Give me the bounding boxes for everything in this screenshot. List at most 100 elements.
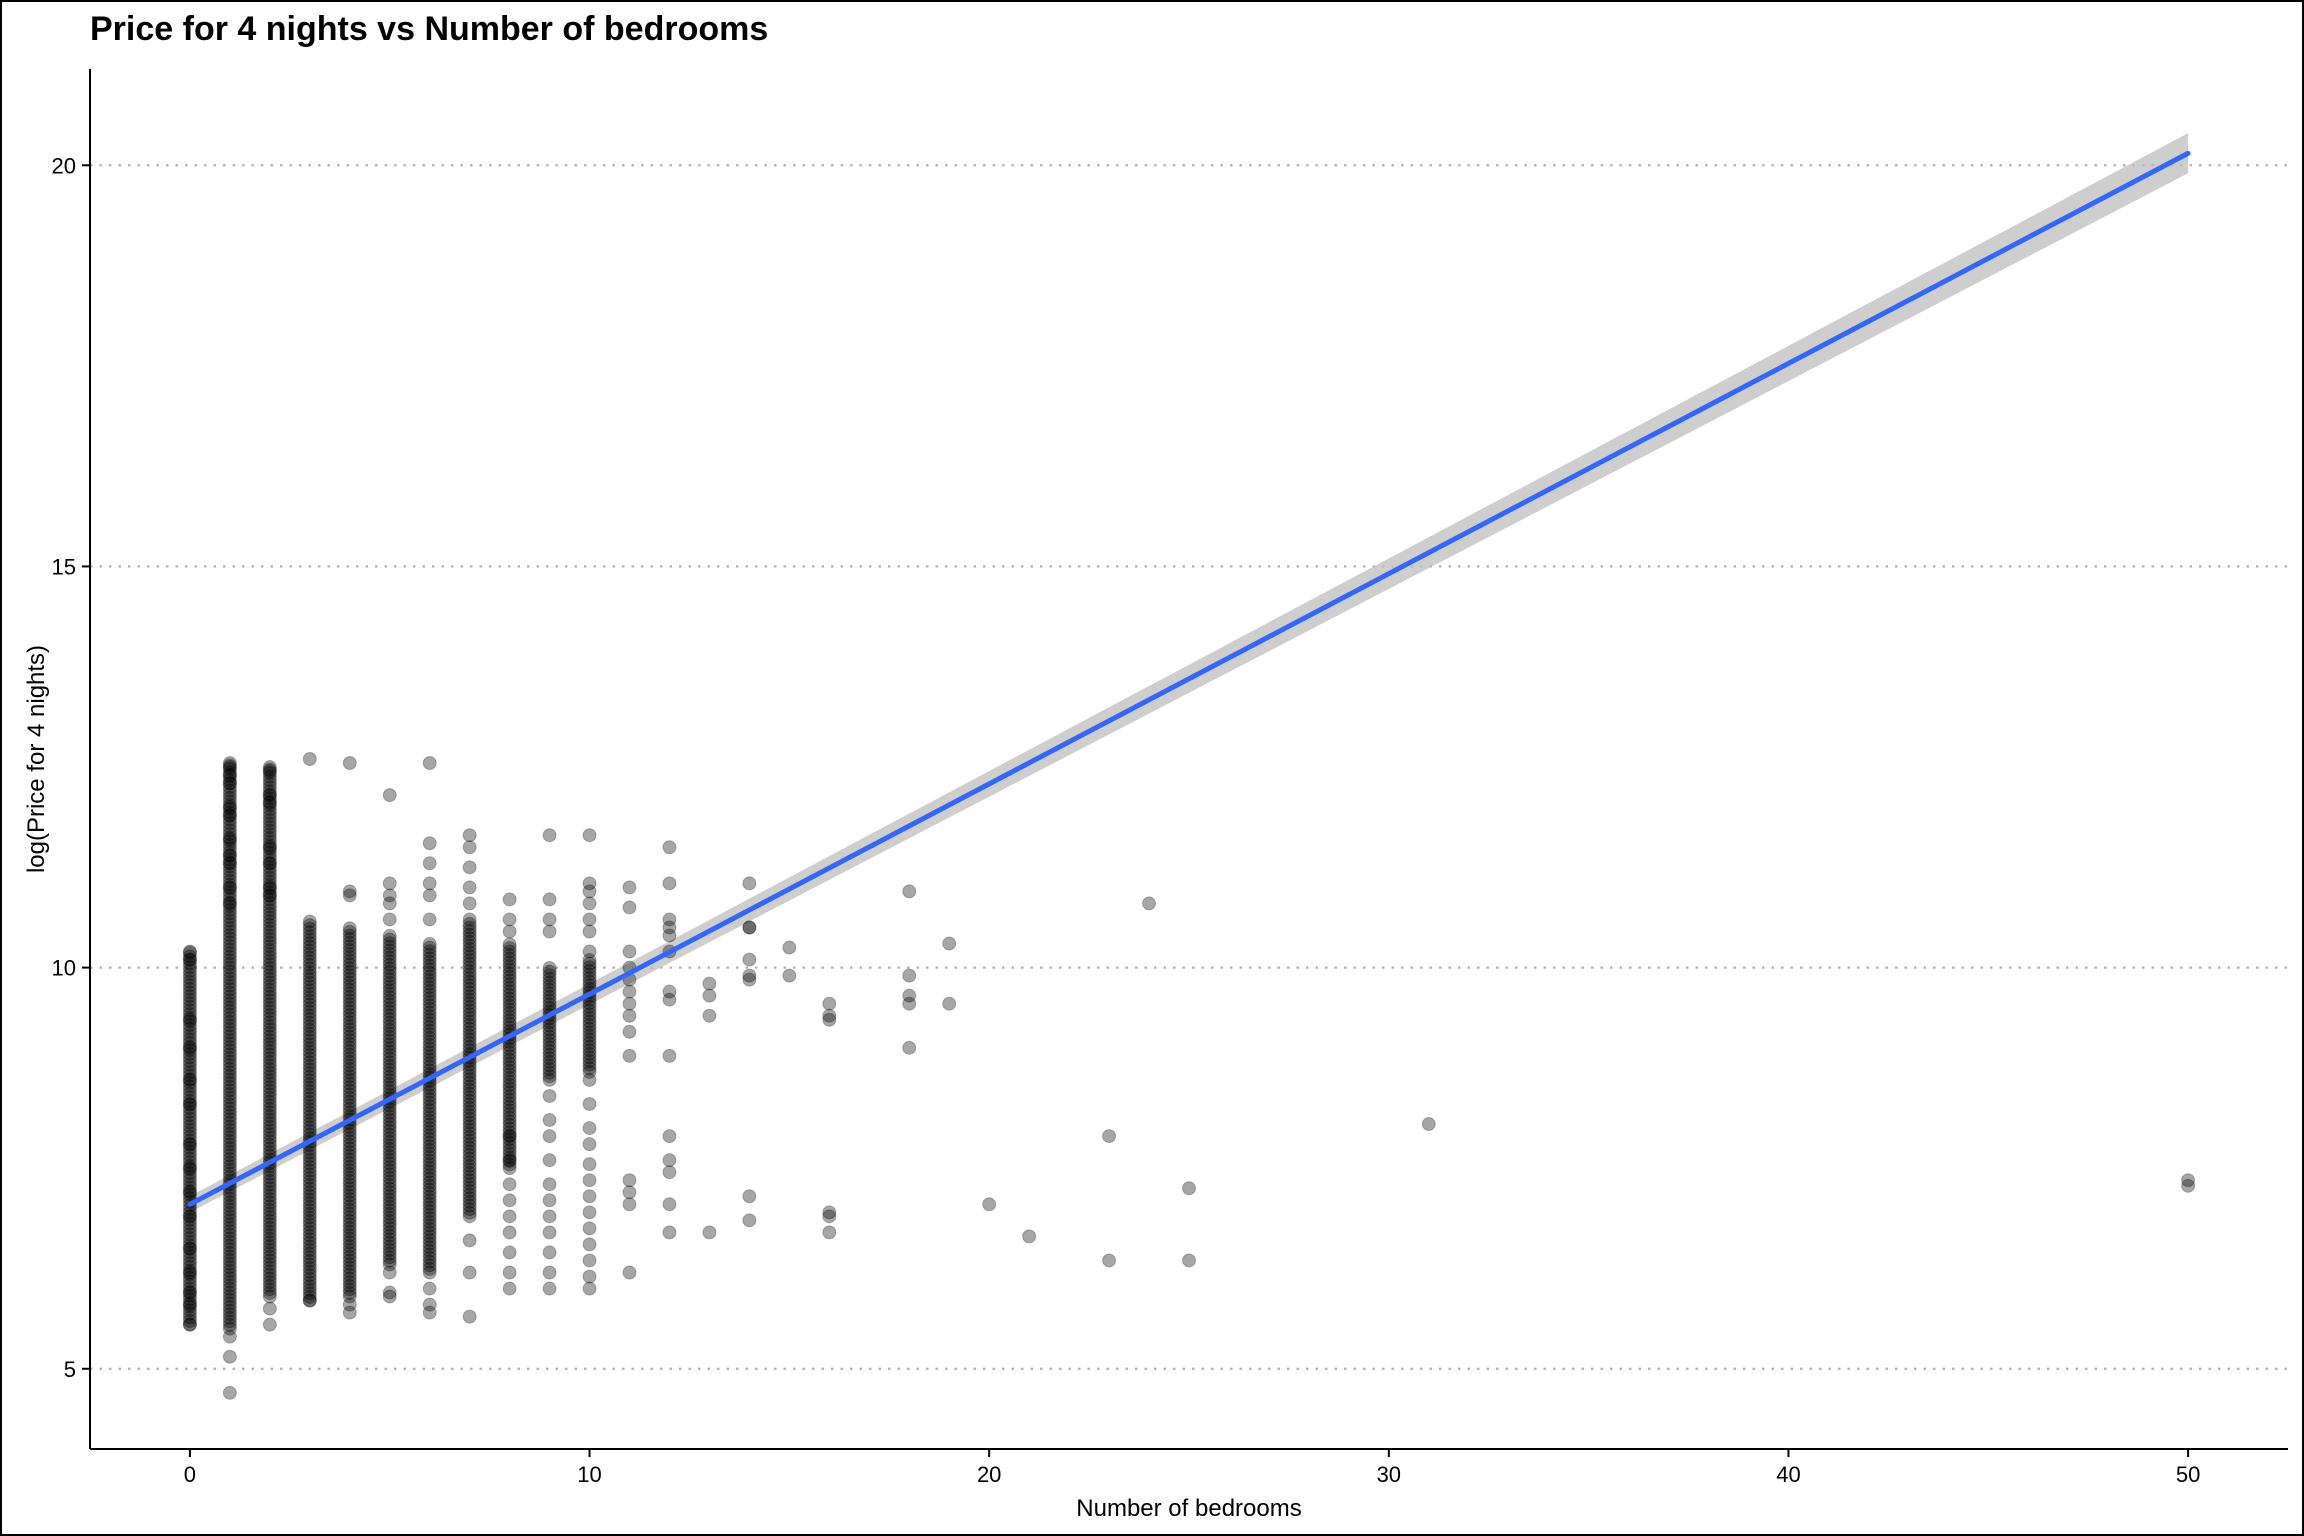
- data-point: [582, 1237, 597, 1252]
- data-point: [182, 963, 197, 978]
- data-point: [262, 780, 277, 795]
- data-point: [342, 1210, 357, 1225]
- data-point: [422, 876, 437, 891]
- data-point: [262, 968, 277, 983]
- data-point: [302, 1192, 317, 1207]
- data-point: [262, 917, 277, 932]
- data-point: [302, 1051, 317, 1066]
- data-point: [222, 1029, 237, 1044]
- data-point: [582, 1061, 597, 1076]
- data-point: [382, 1040, 397, 1055]
- y-tick-label: 15: [52, 554, 76, 579]
- data-point: [302, 1159, 317, 1174]
- data-point: [262, 1094, 277, 1109]
- data-point: [222, 1278, 237, 1293]
- data-point: [302, 1145, 317, 1160]
- data-point: [182, 1050, 197, 1065]
- data-point: [262, 1101, 277, 1116]
- data-point: [422, 1207, 437, 1222]
- data-point: [302, 1080, 317, 1095]
- data-point: [302, 1293, 317, 1308]
- data-point: [542, 982, 557, 997]
- data-point: [462, 880, 477, 895]
- data-point: [422, 1247, 437, 1262]
- data-point: [582, 1189, 597, 1204]
- data-point: [582, 1097, 597, 1111]
- data-point: [462, 1061, 477, 1076]
- data-point: [382, 1221, 397, 1236]
- data-point: [582, 1050, 597, 1065]
- data-point: [262, 856, 277, 871]
- data-point: [422, 1157, 437, 1172]
- data-point: [342, 1087, 357, 1102]
- data-point: [1022, 1229, 1037, 1244]
- data-point: [462, 1147, 477, 1162]
- data-point: [182, 1216, 197, 1231]
- data-point: [302, 1253, 317, 1268]
- data-point: [822, 1008, 837, 1023]
- data-point: [342, 1094, 357, 1109]
- data-point: [422, 1236, 437, 1251]
- data-point: [422, 1103, 437, 1118]
- data-point: [622, 996, 637, 1011]
- data-point: [222, 928, 237, 943]
- data-point: [182, 945, 197, 960]
- data-point: [182, 952, 197, 967]
- data-point: [342, 1192, 357, 1207]
- data-point: [542, 1058, 557, 1073]
- data-point: [342, 989, 357, 1004]
- data-point: [342, 1022, 357, 1037]
- data-point: [222, 805, 237, 820]
- data-point: [222, 1133, 237, 1148]
- data-point: [382, 1196, 397, 1211]
- data-point: [262, 1202, 277, 1217]
- data-point: [342, 1069, 357, 1084]
- data-point: [942, 996, 957, 1011]
- data-point: [502, 948, 517, 963]
- data-point: [222, 1021, 237, 1036]
- data-point: [302, 921, 317, 936]
- data-point: [222, 863, 237, 878]
- data-point: [262, 903, 277, 918]
- data-point: [262, 776, 277, 791]
- data-point: [342, 1282, 357, 1297]
- data-point: [262, 1054, 277, 1069]
- data-point: [262, 1275, 277, 1290]
- data-point: [302, 1228, 317, 1243]
- data-point: [382, 1134, 397, 1149]
- data-point: [582, 1057, 597, 1072]
- data-point: [302, 1257, 317, 1272]
- data-point: [262, 1317, 277, 1332]
- data-point: [422, 944, 437, 959]
- data-point: [262, 971, 277, 986]
- data-point: [342, 1170, 357, 1185]
- data-point: [422, 1254, 437, 1269]
- data-point: [262, 953, 277, 968]
- data-point: [222, 931, 237, 946]
- data-point: [422, 1193, 437, 1208]
- data-point: [342, 950, 357, 965]
- data-point: [582, 960, 597, 975]
- data-point: [342, 1058, 357, 1073]
- data-point: [262, 840, 277, 855]
- data-point: [222, 762, 237, 777]
- data-point: [422, 1009, 437, 1024]
- data-point: [342, 1249, 357, 1264]
- data-point: [222, 1119, 237, 1134]
- data-point: [302, 1152, 317, 1167]
- data-point: [222, 856, 237, 871]
- data-point: [222, 808, 237, 823]
- data-point: [262, 957, 277, 972]
- data-point: [1421, 1117, 1436, 1132]
- data-point: [542, 1044, 557, 1059]
- data-point: [302, 1206, 317, 1221]
- data-point: [222, 938, 237, 953]
- data-point: [182, 1161, 197, 1176]
- data-point: [342, 935, 357, 950]
- confidence-band-group: [189, 133, 2189, 1213]
- data-point: [342, 1130, 357, 1145]
- data-point: [222, 855, 237, 870]
- data-point: [382, 1120, 397, 1135]
- data-point: [222, 978, 237, 993]
- data-point: [502, 951, 517, 966]
